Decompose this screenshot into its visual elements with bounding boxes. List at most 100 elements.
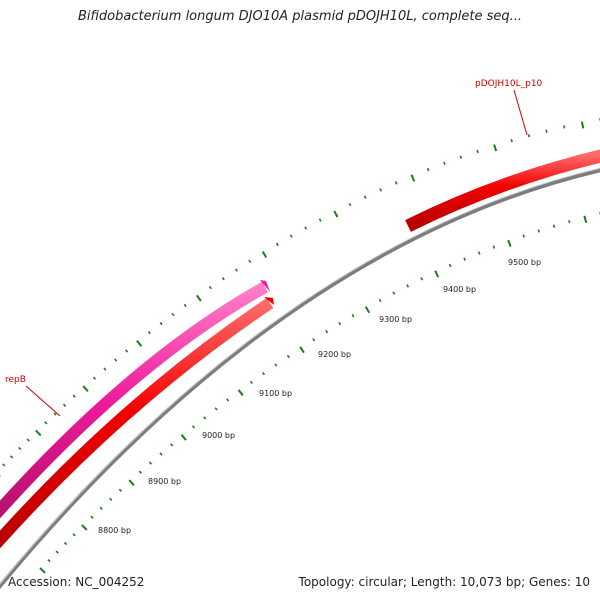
inner-minor-tick xyxy=(226,398,230,402)
inner-minor-tick xyxy=(568,219,571,224)
outer-minor-tick xyxy=(275,242,279,247)
inner-minor-tick xyxy=(406,284,410,288)
gene-pDOJH10L_p10-arrow[interactable] xyxy=(405,149,600,232)
outer-major-tick xyxy=(35,429,42,437)
outer-minor-tick xyxy=(363,195,367,199)
inner-minor-tick xyxy=(159,452,163,456)
outer-minor-tick xyxy=(183,303,187,308)
outer-minor-tick xyxy=(125,349,129,353)
outer-minor-tick xyxy=(348,202,352,207)
inner-major-tick xyxy=(583,215,588,223)
inner-minor-tick xyxy=(463,257,466,261)
gene-repB-arrow-tip xyxy=(260,280,270,292)
inner-minor-tick xyxy=(492,245,496,249)
outer-major-tick xyxy=(195,294,202,302)
label-line-pDOJH10L_p10 xyxy=(513,89,528,136)
outer-major-tick xyxy=(261,251,268,259)
outer-major-tick xyxy=(82,385,89,392)
inner-major-tick xyxy=(299,346,305,354)
inner-minor-tick xyxy=(351,314,355,318)
outer-major-tick xyxy=(410,174,416,182)
outer-minor-tick xyxy=(92,376,97,380)
inner-minor-tick xyxy=(312,338,316,342)
scale-label-9400: 9400 bp xyxy=(443,285,476,294)
outer-minor-tick xyxy=(53,412,57,416)
inner-major-tick xyxy=(364,306,371,314)
outer-major-tick xyxy=(493,144,498,152)
scale-label-9500: 9500 bp xyxy=(508,258,541,267)
outer-minor-tick xyxy=(221,277,225,281)
inner-major-tick xyxy=(81,524,88,531)
scale-label-9000: 9000 bp xyxy=(202,431,235,440)
outer-major-tick xyxy=(136,339,143,347)
inner-minor-tick xyxy=(477,251,481,255)
inner-minor-tick xyxy=(522,234,525,238)
inner-minor-tick xyxy=(203,416,207,420)
inner-minor-tick xyxy=(72,533,76,537)
topology-summary: Topology: circular; Length: 10,073 bp; G… xyxy=(298,575,590,589)
inner-minor-tick xyxy=(378,298,382,303)
inner-minor-tick xyxy=(274,363,278,367)
inner-minor-tick xyxy=(392,291,396,295)
outer-minor-tick xyxy=(443,161,446,165)
outer-minor-tick xyxy=(18,446,22,451)
outer-major-tick xyxy=(333,210,339,218)
gene-label-pDOJH10L_p10[interactable]: pDOJH10L_p10 xyxy=(475,79,543,89)
outer-minor-tick xyxy=(563,125,566,129)
outer-minor-tick xyxy=(318,218,322,222)
inner-major-tick xyxy=(237,389,244,397)
outer-minor-tick xyxy=(545,129,548,133)
gene-red-lower-arrow[interactable] xyxy=(0,298,274,549)
outer-minor-tick xyxy=(103,367,107,371)
inner-minor-tick xyxy=(338,321,342,326)
scale-label-9200: 9200 bp xyxy=(318,350,351,359)
inner-minor-tick xyxy=(63,541,68,546)
scale-label-9100: 9100 bp xyxy=(259,389,292,398)
outer-minor-tick xyxy=(459,155,463,159)
outer-minor-tick xyxy=(248,259,252,264)
inner-minor-tick xyxy=(537,229,541,233)
inner-minor-tick xyxy=(55,550,59,554)
outer-minor-tick xyxy=(476,149,479,154)
scale-label-8900: 8900 bp xyxy=(148,477,181,486)
inner-minor-tick xyxy=(552,224,556,228)
outer-minor-tick xyxy=(510,139,513,143)
inner-minor-tick xyxy=(286,354,290,359)
inner-minor-tick xyxy=(90,515,94,519)
outer-minor-tick xyxy=(304,226,308,230)
outer-minor-tick xyxy=(147,330,151,335)
outer-major-tick xyxy=(580,121,585,129)
scale-label-9300: 9300 bp xyxy=(379,315,412,324)
gene-repB-arrow[interactable] xyxy=(0,281,268,519)
inner-minor-tick xyxy=(214,407,218,411)
outer-minor-tick xyxy=(171,312,175,317)
inner-major-tick xyxy=(507,239,512,247)
outer-minor-tick xyxy=(379,188,382,192)
outer-minor-tick xyxy=(289,234,293,238)
inner-major-tick xyxy=(180,434,187,441)
inner-tick-ring xyxy=(39,212,600,574)
inner-major-tick xyxy=(128,479,135,486)
inner-minor-tick xyxy=(99,506,103,510)
label-line-repB xyxy=(25,385,61,417)
inner-minor-tick xyxy=(191,425,196,429)
inner-minor-tick xyxy=(109,497,113,501)
outer-minor-tick xyxy=(114,358,118,362)
outer-minor-tick xyxy=(9,455,14,459)
inner-minor-tick xyxy=(325,329,329,334)
gene-red-lower-arrow-tip xyxy=(264,297,274,305)
outer-minor-tick xyxy=(26,438,30,442)
inner-minor-tick xyxy=(148,461,153,465)
outer-minor-tick xyxy=(208,285,212,290)
inner-minor-tick xyxy=(448,263,452,268)
plasmid-backbone-highlight xyxy=(0,167,600,585)
inner-minor-tick xyxy=(420,277,424,281)
inner-minor-tick xyxy=(47,559,51,563)
outer-minor-tick xyxy=(2,463,6,467)
gene-label-repB[interactable]: repB xyxy=(5,375,26,385)
outer-tick-ring xyxy=(0,118,600,477)
outer-minor-tick xyxy=(72,394,76,398)
outer-minor-tick xyxy=(62,403,67,407)
outer-minor-tick xyxy=(159,321,163,326)
